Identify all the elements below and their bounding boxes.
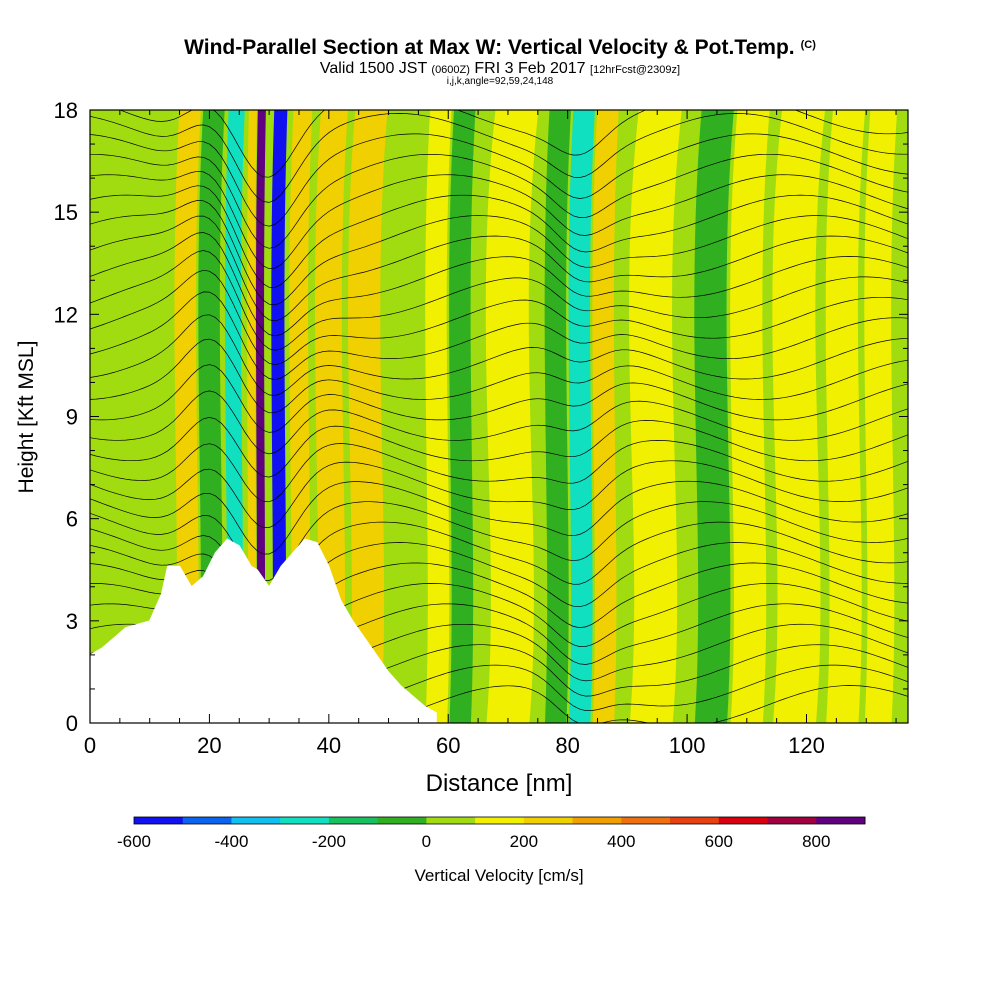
colorbar-swatch: [182, 817, 232, 824]
theta-contour-line: [90, 440, 908, 503]
theta-contour-line: [90, 390, 908, 455]
chart-title: Wind-Parallel Section at Max W: Vertical…: [184, 36, 816, 59]
theta-contour-line: [90, 269, 908, 366]
y-axis: 0 3 6 9 12 15 18: [54, 98, 908, 736]
colorbar-label: Vertical Velocity [cm/s]: [414, 866, 583, 885]
velocity-band: [592, 110, 619, 723]
theta-contour-line: [90, 338, 908, 414]
x-tick-label: 120: [788, 733, 825, 758]
x-tick-label: 80: [555, 733, 579, 758]
theta-contour-line: [90, 480, 908, 555]
velocity-band: [348, 110, 388, 723]
velocity-band: [568, 110, 595, 723]
colorbar-tick-label: -400: [214, 832, 248, 851]
theta-contour-line: [90, 133, 908, 227]
colorbar-swatch: [523, 817, 574, 824]
velocity-band: [825, 110, 866, 723]
colorbar-frame: [133, 816, 866, 825]
colorbar-swatch: [134, 817, 184, 824]
theta-contour-line: [90, 215, 908, 322]
y-tick-label: 18: [54, 98, 78, 123]
velocity-band: [730, 110, 770, 723]
theta-contour-line: [90, 200, 908, 306]
velocity-band: [694, 110, 734, 723]
terrain-profile: [89, 538, 437, 724]
x-tick-label: 60: [436, 733, 460, 758]
x-axis: 0 20 40 60 80 100 120: [84, 110, 897, 758]
colorbar-swatch: [328, 817, 379, 824]
theta-contour-line: [90, 153, 908, 249]
theta-contour-line: [119, 110, 908, 178]
colorbar-swatch: [572, 817, 622, 824]
chart-subtitle: Valid 1500 JST (0600Z) FRI 3 Feb 2017 [1…: [319, 60, 681, 77]
theta-contour-line: [90, 250, 908, 351]
colorbar-swatch: [280, 817, 330, 824]
theta-contour-line: [90, 314, 908, 396]
section-indices: i,j,k,angle=92,59,24,148: [446, 76, 554, 87]
velocity-band: [425, 110, 452, 723]
y-tick-label: 0: [66, 711, 78, 736]
theta-contour-line: [90, 501, 908, 581]
colorbar-swatch: [767, 817, 817, 824]
theta-contour-line: [90, 291, 908, 380]
colorbar-tick-label: 600: [705, 832, 733, 851]
colorbar-swatch: [718, 817, 769, 824]
y-tick-label: 12: [54, 302, 78, 327]
y-tick-label: 6: [66, 507, 78, 532]
theta-contour-line: [90, 364, 908, 433]
velocity-band: [485, 110, 539, 723]
velocity-band: [256, 110, 266, 723]
colorbar-tick-label: 800: [802, 832, 830, 851]
colorbar-tick-label: 400: [607, 832, 635, 851]
colorbar-tick-label: -200: [312, 832, 346, 851]
theta-contour-line: [90, 417, 908, 478]
colorbar-tick-label: 200: [510, 832, 538, 851]
theta-contour-line: [90, 113, 908, 203]
y-tick-label: 3: [66, 609, 78, 634]
colorbar-swatch: [475, 817, 525, 824]
colorbar-swatch: [621, 817, 671, 824]
velocity-band: [629, 110, 682, 723]
theta-contour-line: [90, 170, 908, 270]
x-tick-label: 0: [84, 733, 96, 758]
y-tick-label: 15: [54, 200, 78, 225]
velocity-band: [864, 110, 898, 723]
copyright-mark: (C): [800, 39, 816, 51]
velocity-band: [544, 110, 571, 723]
x-tick-label: 40: [317, 733, 341, 758]
colorbar-swatch: [426, 817, 476, 824]
colorbar-swatch: [231, 817, 281, 824]
y-axis-label: Height [Kft MSL]: [15, 341, 38, 494]
colorbar-swatch: [816, 817, 866, 824]
colorbar-tick-label: -600: [117, 832, 151, 851]
x-tick-label: 20: [197, 733, 221, 758]
colorbar-tick-label: 0: [422, 832, 431, 851]
colorbar: -600 -400 -200 0 200 400 600 800: [117, 816, 866, 851]
x-axis-label: Distance [nm]: [426, 770, 573, 797]
terrain-mask: [89, 538, 437, 724]
x-tick-label: 100: [669, 733, 706, 758]
theta-contour-line: [90, 232, 908, 337]
velocity-band: [449, 110, 476, 723]
velocity-band: [772, 110, 826, 723]
theta-contour-line: [90, 460, 908, 528]
y-tick-label: 9: [66, 405, 78, 430]
theta-contour-line: [90, 185, 908, 288]
colorbar-swatch: [670, 817, 720, 824]
colorbar-swatch: [377, 817, 427, 824]
